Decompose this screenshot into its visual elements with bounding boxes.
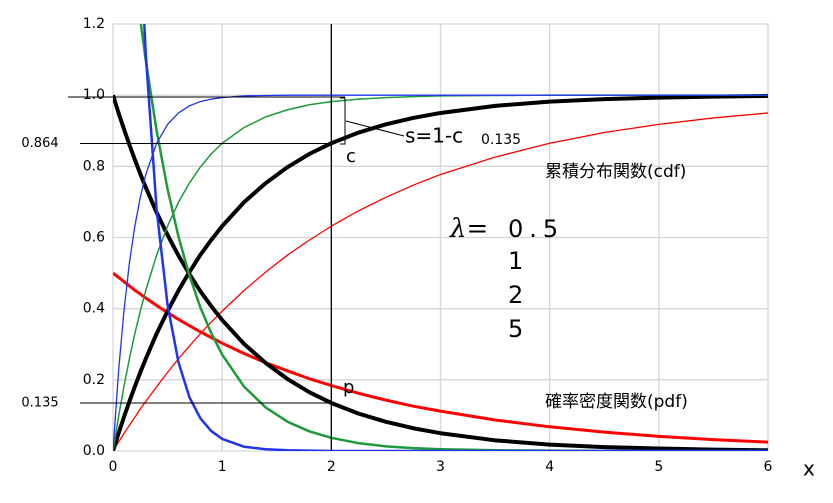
p-label: p (343, 377, 354, 398)
s-value: 0.135 (481, 132, 521, 148)
x-tick-label: 2 (327, 459, 336, 475)
s-label: s=1-c (405, 124, 463, 148)
bracket (340, 97, 346, 145)
lambda-label: λ= (449, 214, 488, 244)
y-tick-label: 1.0 (83, 87, 105, 103)
y-tick-label: 0.8 (83, 158, 105, 174)
legend-entry: 0.5 (508, 215, 564, 243)
y-tick-label: 0.6 (83, 230, 105, 246)
legend-entry: 5 (508, 315, 529, 343)
y-tick-label: 0.2 (83, 372, 105, 388)
x-tick-label: 3 (436, 459, 445, 475)
reference-label: 0.864 (21, 136, 58, 151)
pdf-line (113, 94, 768, 451)
x-axis-label: x (803, 457, 815, 481)
pdf-line (143, 24, 768, 451)
cdf-label: 累積分布関数(cdf) (545, 162, 686, 182)
legend-entry: 1 (508, 247, 529, 275)
y-tick-label: 0.0 (83, 443, 105, 459)
cdf-line (113, 112, 768, 451)
y-tick-label: 1.2 (83, 16, 105, 32)
legend-entry: 2 (508, 281, 529, 309)
x-tick-label: 4 (545, 459, 554, 475)
reference-label: 0.135 (21, 395, 58, 410)
cdf-line (113, 93, 768, 451)
cdf-line (113, 94, 768, 451)
x-tick-label: 6 (764, 459, 773, 475)
x-tick-label: 0 (109, 459, 118, 475)
leader-line (345, 120, 405, 137)
pdf-line (113, 271, 768, 444)
y-tick-label: 0.4 (83, 301, 105, 317)
pdf-label: 確率密度関数(pdf) (545, 392, 688, 412)
x-tick-label: 1 (218, 459, 227, 475)
c-label: c (346, 146, 356, 167)
x-tick-label: 5 (654, 459, 663, 475)
